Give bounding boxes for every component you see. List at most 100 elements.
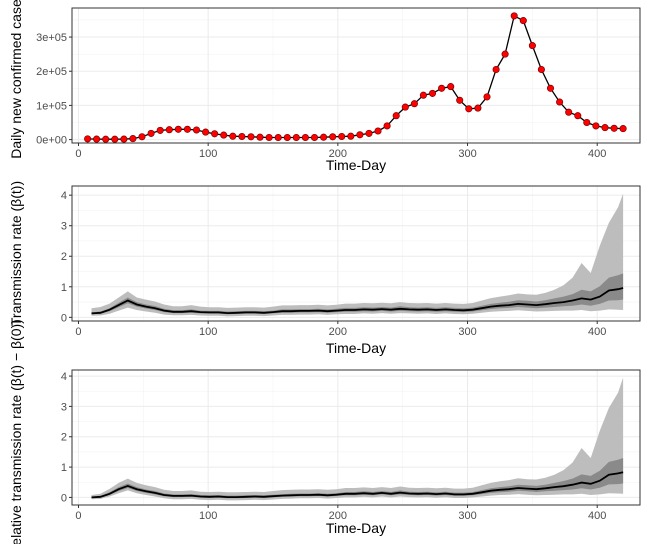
y-tick-label: 0: [61, 492, 67, 504]
data-point: [183, 125, 191, 133]
inner-credible-band: [91, 273, 624, 315]
y-tick-label: 2: [61, 251, 67, 263]
panel-daily-cases: 0 100 200 300 400 0e+00 1e+05 2e+05 3e+05 Time-…: [8, 0, 641, 173]
y-tick-label: 0e+00: [36, 135, 67, 147]
x-tick-label: 300: [458, 148, 476, 160]
data-point: [283, 133, 291, 142]
x-tick-label: 400: [588, 326, 606, 338]
plot-background: [72, 8, 640, 143]
data-point: [510, 12, 518, 20]
data-point: [465, 105, 473, 113]
x-axis-title: Time-Day: [326, 157, 386, 173]
data-point: [120, 135, 128, 143]
panel-border: [71, 7, 641, 144]
panel-relative-transmission-rate: 0 100 200 300 400 0 1 2 3 4 Time-Day Relative tr…: [8, 319, 641, 544]
x-axis-ticks: 0 100 200 300 400: [75, 143, 606, 160]
x-tick-label: 0: [75, 326, 81, 338]
data-point: [583, 118, 591, 127]
y-axis-ticks: 0e+00 1e+05 2e+05 3e+05: [36, 32, 72, 147]
data-point: [320, 133, 328, 141]
y-tick-label: 3: [61, 221, 67, 233]
data-point: [438, 84, 446, 92]
data-point: [356, 131, 364, 139]
series-lines: [91, 287, 624, 315]
data-point: [265, 133, 273, 142]
y-tick-label: 3e+05: [36, 32, 67, 44]
x-axis-ticks: 0 100 200 300 400: [75, 321, 606, 338]
series-lines: [91, 471, 624, 499]
data-point: [483, 93, 491, 101]
data-point: [447, 83, 455, 91]
panel-transmission-rate: 0 100 200 300 400 0 1 2 3 4 Time-Day Transmissio…: [8, 181, 641, 356]
series-points: [84, 12, 627, 143]
x-axis-title: Time-Day: [326, 520, 386, 536]
data-point: [528, 42, 536, 50]
x-axis-title: Time-Day: [326, 340, 386, 356]
x-tick-label: 400: [588, 510, 606, 522]
x-tick-label: 400: [588, 148, 606, 160]
data-point: [301, 133, 309, 142]
data-point: [247, 133, 255, 141]
y-tick-label: 4: [61, 371, 67, 383]
data-point: [592, 122, 600, 130]
data-point: [501, 50, 509, 58]
data-point: [456, 96, 464, 104]
data-point: [202, 128, 210, 136]
data-point: [401, 103, 409, 111]
data-point: [474, 104, 482, 112]
data-point: [365, 129, 373, 137]
data-point: [192, 126, 201, 134]
x-tick-label: 100: [199, 326, 217, 338]
data-point: [329, 133, 337, 141]
y-axis-title: Relative transmission rate (β(t) − β(0)): [8, 319, 24, 544]
gridlines: [72, 8, 640, 143]
data-point: [492, 65, 500, 74]
x-tick-label: 300: [458, 326, 476, 338]
data-point: [519, 17, 527, 25]
data-point: [147, 129, 155, 137]
data-point: [174, 125, 182, 133]
y-tick-label: 4: [61, 190, 67, 202]
data-point: [165, 126, 173, 134]
median-line: [91, 471, 624, 499]
data-point: [428, 89, 437, 97]
y-tick-label: 2e+05: [36, 66, 67, 78]
y-axis-ticks: 0 1 2 3 4: [61, 190, 72, 324]
data-point: [220, 131, 228, 139]
x-tick-label: 100: [199, 148, 217, 160]
data-point: [383, 122, 391, 130]
y-axis-ticks: 0 1 2 3 4: [61, 371, 72, 504]
data-point: [419, 91, 427, 99]
data-point: [229, 132, 237, 140]
data-point: [84, 135, 92, 143]
x-tick-label: 0: [75, 510, 81, 522]
x-tick-label: 200: [329, 326, 347, 338]
data-point: [238, 132, 246, 141]
y-tick-label: 2: [61, 432, 67, 444]
data-point: [374, 127, 382, 135]
y-tick-label: 1: [61, 462, 67, 474]
x-tick-label: 300: [458, 510, 476, 522]
x-tick-label: 100: [199, 510, 217, 522]
x-axis-ticks: 0 100 200 300 400: [75, 505, 606, 522]
data-point: [537, 65, 545, 74]
x-tick-label: 0: [75, 148, 81, 160]
panel-border: [71, 369, 641, 506]
data-point: [93, 135, 101, 143]
data-point: [338, 132, 346, 141]
data-point: [292, 133, 300, 142]
data-point: [601, 124, 609, 132]
x-tick-label: 200: [329, 510, 347, 522]
panel-border: [71, 185, 641, 322]
data-point: [211, 130, 219, 138]
y-axis-title: Transmission rate (β(t)): [8, 181, 24, 326]
data-point: [610, 124, 618, 132]
data-point: [347, 132, 355, 140]
data-point: [619, 125, 627, 133]
data-point: [129, 135, 137, 143]
y-tick-label: 1: [61, 282, 67, 294]
data-point: [138, 133, 146, 141]
data-point: [392, 112, 400, 120]
data-point: [274, 133, 282, 142]
